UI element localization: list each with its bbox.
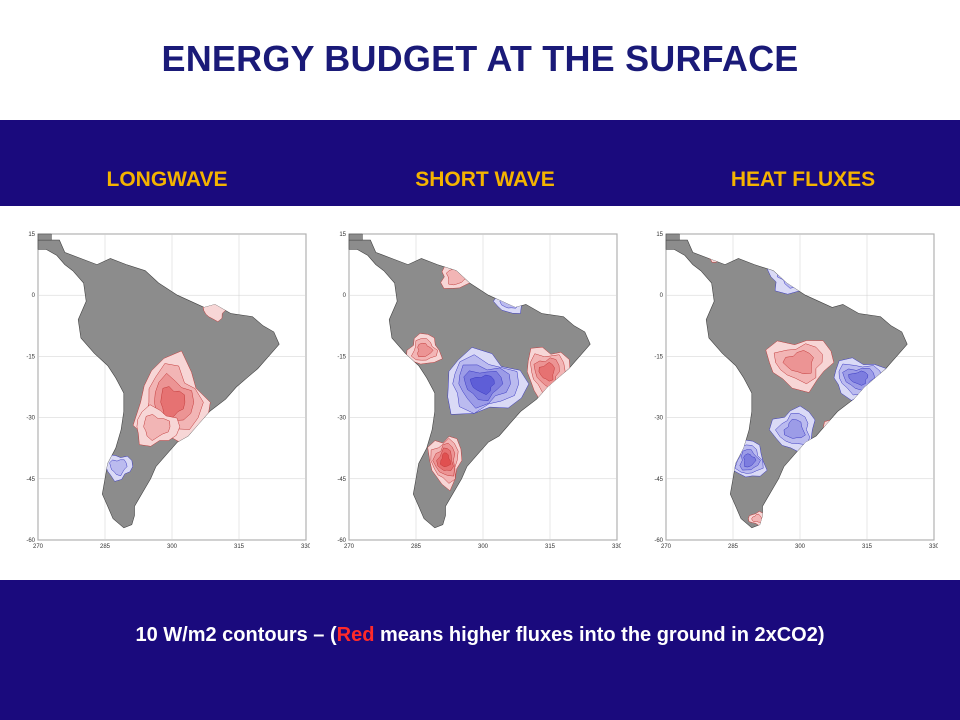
map-heat-fluxes: 15 0 -15 -30 -45 -60 270 285 300 315 330 [654,228,938,558]
contour-negative [469,374,495,395]
y-tick-label: -15 [337,354,346,360]
caption-suffix: means higher fluxes into the ground in 2… [374,624,825,646]
column-label-heat-fluxes: HEAT FLUXES [730,168,876,191]
island-shape [665,233,680,241]
y-tick-label: -45 [337,477,346,483]
y-tick-label: 0 [660,293,664,299]
column-label-shortwave: SHORT WAVE [415,168,555,191]
x-tick-label: 285 [100,544,111,550]
continent-shape [665,239,908,529]
y-tick-label: -15 [654,354,663,360]
x-tick-label: 285 [411,544,422,550]
y-tick-label: -30 [337,416,346,422]
map-shortwave: 15 0 -15 -30 -45 -60 270 285 300 315 330 [337,228,621,558]
island-shape [37,233,52,241]
x-tick-label: 300 [795,544,806,550]
contour-group [406,263,571,527]
island-shape [348,233,363,241]
contour-negative [743,453,757,468]
y-tick-label: -30 [654,416,663,422]
contour-group [105,300,226,482]
contour-positive [782,350,814,375]
map-longwave: 15 0 -15 -30 -45 -60 270 285 300 315 330 [26,228,310,558]
x-tick-label: 315 [862,544,873,550]
contour-positive [160,386,186,422]
caption: 10 W/m2 contours – (Red means higher flu… [0,624,960,647]
contour-negative [848,370,869,386]
x-tick-label: 270 [33,544,44,550]
caption-prefix: 10 W/m2 contours – ( [135,624,337,646]
y-tick-label: -60 [26,538,35,544]
contour-positive [143,414,171,441]
y-tick-label: -15 [26,354,35,360]
x-tick-label: 285 [728,544,739,550]
header-band [0,120,960,206]
x-tick-label: 300 [167,544,178,550]
x-tick-label: 330 [929,544,938,550]
x-tick-label: 300 [478,544,489,550]
x-tick-label: 330 [301,544,310,550]
x-tick-label: 315 [545,544,556,550]
x-tick-label: 270 [344,544,355,550]
contour-positive [751,513,762,523]
y-tick-label: 0 [32,293,36,299]
x-tick-label: 330 [612,544,621,550]
y-tick-label: -30 [26,416,35,422]
contour-negative [109,459,128,477]
contour-negative [783,419,806,439]
y-tick-label: 15 [339,232,346,238]
contour-positive [538,361,555,382]
y-tick-label: 0 [343,293,347,299]
y-tick-label: -60 [337,538,346,544]
x-tick-label: 270 [661,544,672,550]
slide-title: ENERGY BUDGET AT THE SURFACE [161,38,799,79]
y-tick-label: -45 [26,477,35,483]
contour-positive [417,342,434,358]
x-tick-label: 315 [234,544,245,550]
column-label-longwave: LONGWAVE [106,168,228,191]
y-tick-label: 15 [656,232,663,238]
y-tick-label: -60 [654,538,663,544]
y-tick-label: 15 [28,232,35,238]
caption-red-word: Red [336,624,375,646]
y-tick-label: -45 [654,477,663,483]
footer-band [0,580,960,720]
contour-positive [440,452,451,468]
